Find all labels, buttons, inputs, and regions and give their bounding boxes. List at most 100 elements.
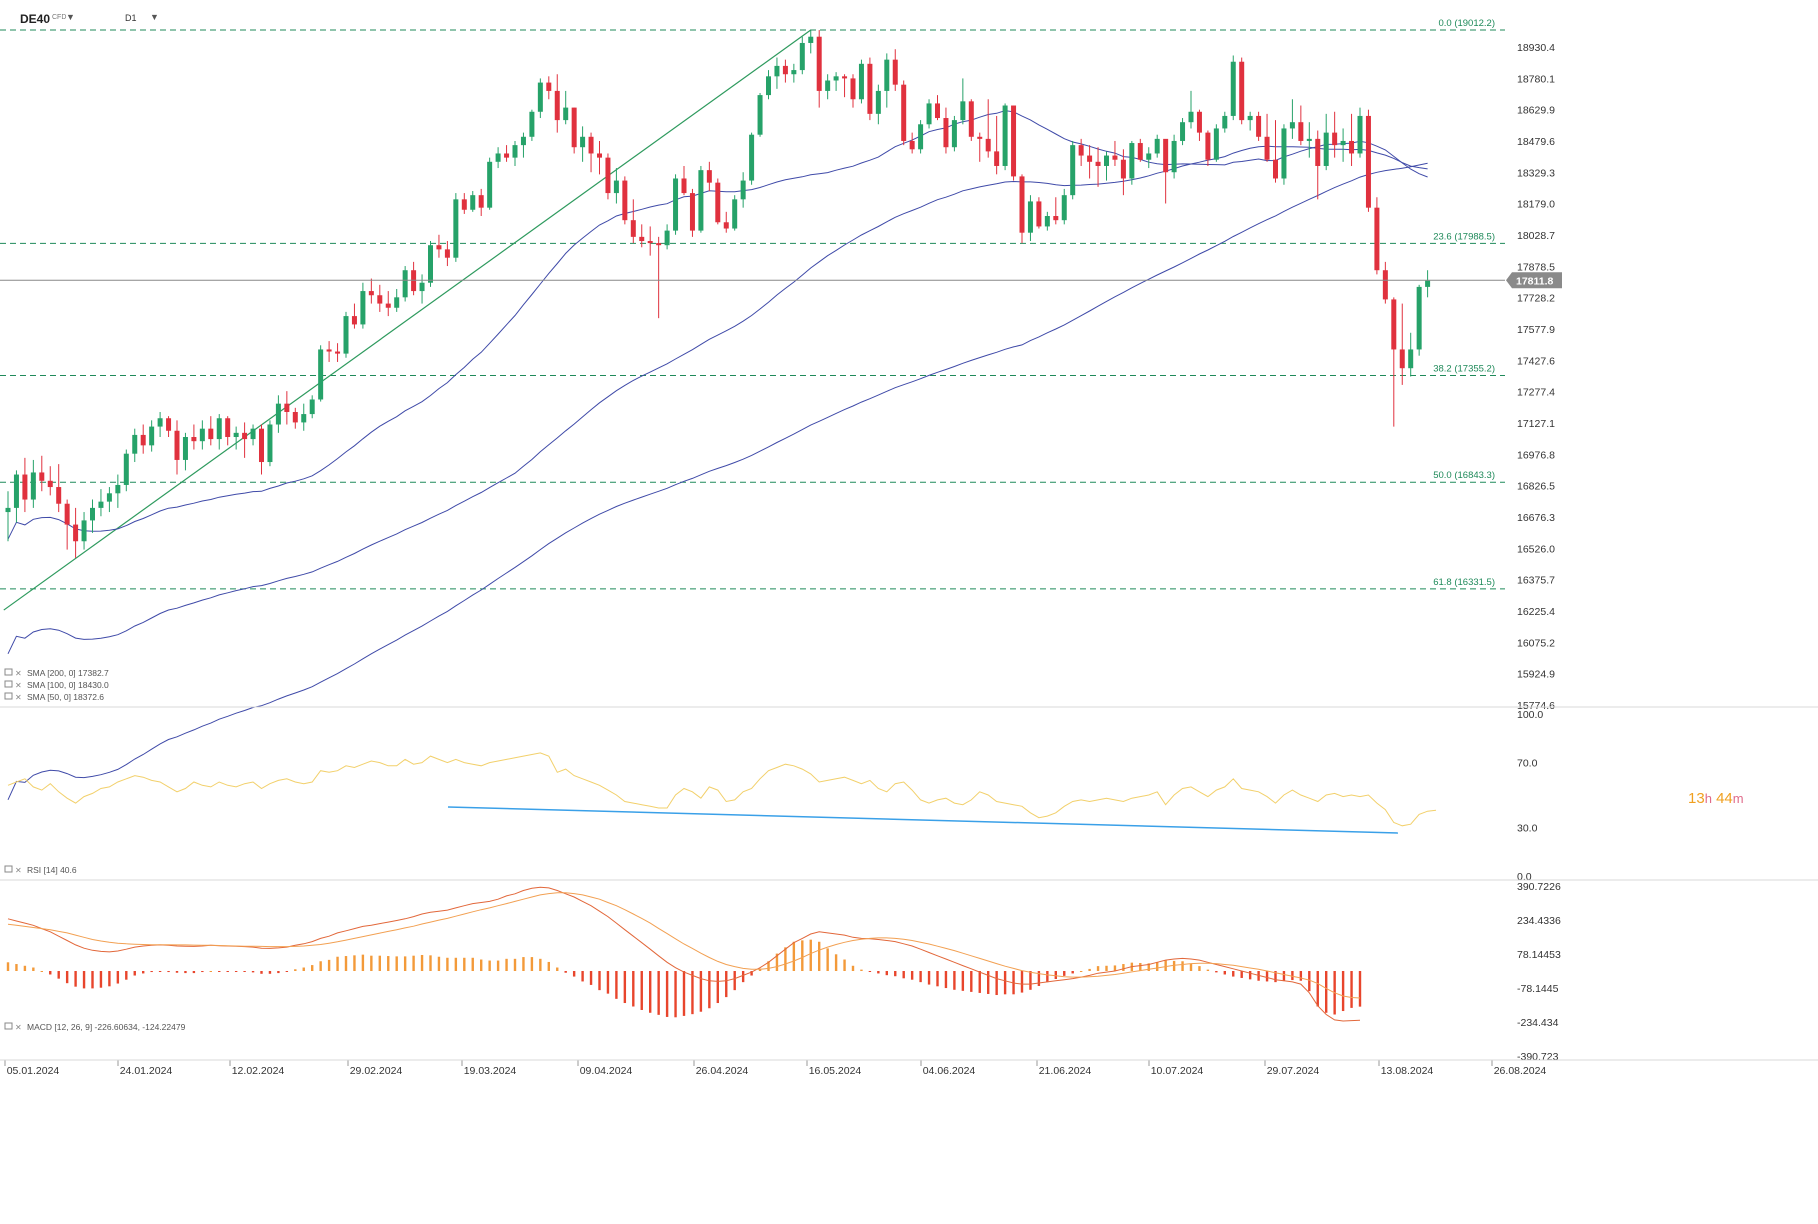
candle-body: [1171, 140, 1177, 173]
macd-histogram-bar: [387, 956, 390, 971]
macd-histogram-bar: [209, 971, 212, 972]
rsi-legend-settings-icon: [4, 865, 13, 873]
sma-legend-item: SMA [50, 0] 18372.6: [27, 692, 104, 702]
macd-histogram-bar: [142, 971, 145, 974]
candle-body: [73, 524, 79, 542]
date-tick-label: 04.06.2024: [923, 1065, 976, 1077]
date-tick-label: 29.02.2024: [350, 1065, 403, 1077]
candle-body: [1180, 122, 1186, 141]
candle-body: [664, 230, 670, 246]
candle-body: [157, 418, 163, 427]
candle-body: [56, 487, 62, 504]
candle-body: [233, 432, 239, 438]
macd-histogram-bar: [251, 971, 255, 973]
macd-histogram-bar: [361, 954, 365, 971]
candle-body: [867, 63, 873, 114]
candle-body: [1137, 143, 1143, 160]
macd-histogram-bar: [268, 971, 272, 974]
macd-histogram-bar: [809, 939, 812, 971]
candle-body: [1273, 159, 1278, 179]
symbol-dropdown-icon[interactable]: ▼: [66, 12, 75, 22]
candle-body: [858, 63, 864, 100]
price-tick-label: 16375.7: [1517, 575, 1555, 587]
candle-body: [1365, 115, 1371, 208]
candle-body: [5, 507, 11, 513]
macd-histogram-bar: [480, 959, 483, 971]
macd-histogram-bar: [581, 971, 584, 982]
rsi-tick-label: 100.0: [1517, 709, 1543, 721]
candle-body: [1011, 105, 1017, 177]
candle-body: [115, 484, 121, 494]
price-tick-label: 18780.1: [1517, 73, 1555, 85]
candle-body: [977, 136, 983, 139]
price-tick-label: 17577.9: [1517, 324, 1555, 336]
macd-histogram-bar: [1054, 971, 1057, 980]
candle-body: [191, 437, 197, 442]
candle-body: [673, 178, 679, 231]
price-tick-label: 18028.7: [1517, 230, 1555, 242]
macd-histogram-bar: [82, 971, 86, 989]
macd-histogram-bar: [226, 971, 229, 972]
macd-histogram-bar: [99, 971, 103, 988]
price-tick-label: 15924.9: [1517, 669, 1555, 681]
macd-pane: 390.7226 234.4336 78.14453 -78.1445 -234.434…: [4, 881, 1561, 1063]
timeframe-selector[interactable]: D1: [125, 13, 137, 23]
candle-body: [335, 351, 341, 354]
macd-histogram-bar: [285, 971, 289, 972]
candle-body: [1239, 61, 1245, 121]
macd-histogram-bar: [665, 971, 669, 1017]
candle-body: [622, 180, 628, 221]
macd-histogram-bar: [429, 955, 432, 971]
macd-histogram-bar: [699, 971, 703, 1012]
rsi-tick-label: 70.0: [1517, 758, 1538, 770]
macd-histogram-bar: [539, 958, 542, 971]
macd-tick-label: -234.434: [1517, 1017, 1559, 1029]
macd-histogram-bar: [513, 958, 517, 971]
candle-body: [360, 291, 366, 325]
macd-histogram-bar: [1113, 965, 1117, 971]
candle-body: [1163, 138, 1169, 173]
candle-body: [385, 303, 391, 308]
macd-histogram-bar: [767, 961, 770, 971]
candle-body: [132, 434, 138, 454]
macd-histogram-bar: [1172, 960, 1176, 971]
macd-tick-label: -78.1445: [1517, 983, 1559, 995]
timeframe-dropdown-icon[interactable]: ▼: [150, 12, 159, 22]
macd-histogram-bar: [910, 971, 914, 980]
candle-body: [1213, 128, 1219, 160]
macd-histogram-bar: [716, 971, 719, 1004]
macd-histogram-bar: [125, 971, 128, 980]
macd-histogram-bar: [649, 971, 652, 1013]
macd-histogram-bar: [1046, 971, 1049, 983]
rsi-tick-label: 30.0: [1517, 822, 1538, 834]
symbol-selector[interactable]: DE40: [20, 12, 51, 26]
candle-body: [250, 428, 256, 440]
symbol-type-badge: CFD: [52, 14, 67, 21]
macd-tick-label: 234.4336: [1517, 915, 1561, 927]
price-tick-label: 17127.1: [1517, 418, 1555, 430]
sma-legend-item: SMA [200, 0] 17382.7: [27, 668, 109, 678]
date-axis[interactable]: 05.01.2024 24.01.2024 12.02.2024 29.02.2024…: [4, 1060, 1546, 1077]
candle-body: [478, 195, 484, 208]
macd-histogram-bar: [919, 971, 922, 983]
macd-histogram-bar: [277, 971, 280, 974]
macd-histogram-bar: [49, 971, 52, 975]
macd-histogram-bar: [826, 948, 829, 971]
macd-histogram-bar: [158, 971, 162, 972]
macd-histogram-bar: [336, 956, 339, 971]
candle-body: [166, 418, 172, 431]
macd-histogram-bar: [463, 957, 466, 971]
candle-body: [935, 103, 940, 119]
price-axis[interactable]: 18930.4 18780.1 18629.9 18479.6 18329.3 18179…: [1506, 42, 1562, 712]
candle-body: [774, 65, 780, 77]
date-tick-label: 12.02.2024: [232, 1065, 285, 1077]
rsi-pane: 100.070.030.00.0✕ RSI [14] 40.6: [4, 709, 1543, 883]
candle-body: [884, 59, 890, 91]
macd-histogram-bar: [961, 971, 965, 991]
candle-body: [799, 42, 805, 71]
macd-histogram-bar: [1308, 971, 1311, 992]
macd-histogram-bar: [91, 971, 94, 989]
macd-histogram-bar: [944, 971, 948, 989]
candle-body: [275, 403, 281, 425]
